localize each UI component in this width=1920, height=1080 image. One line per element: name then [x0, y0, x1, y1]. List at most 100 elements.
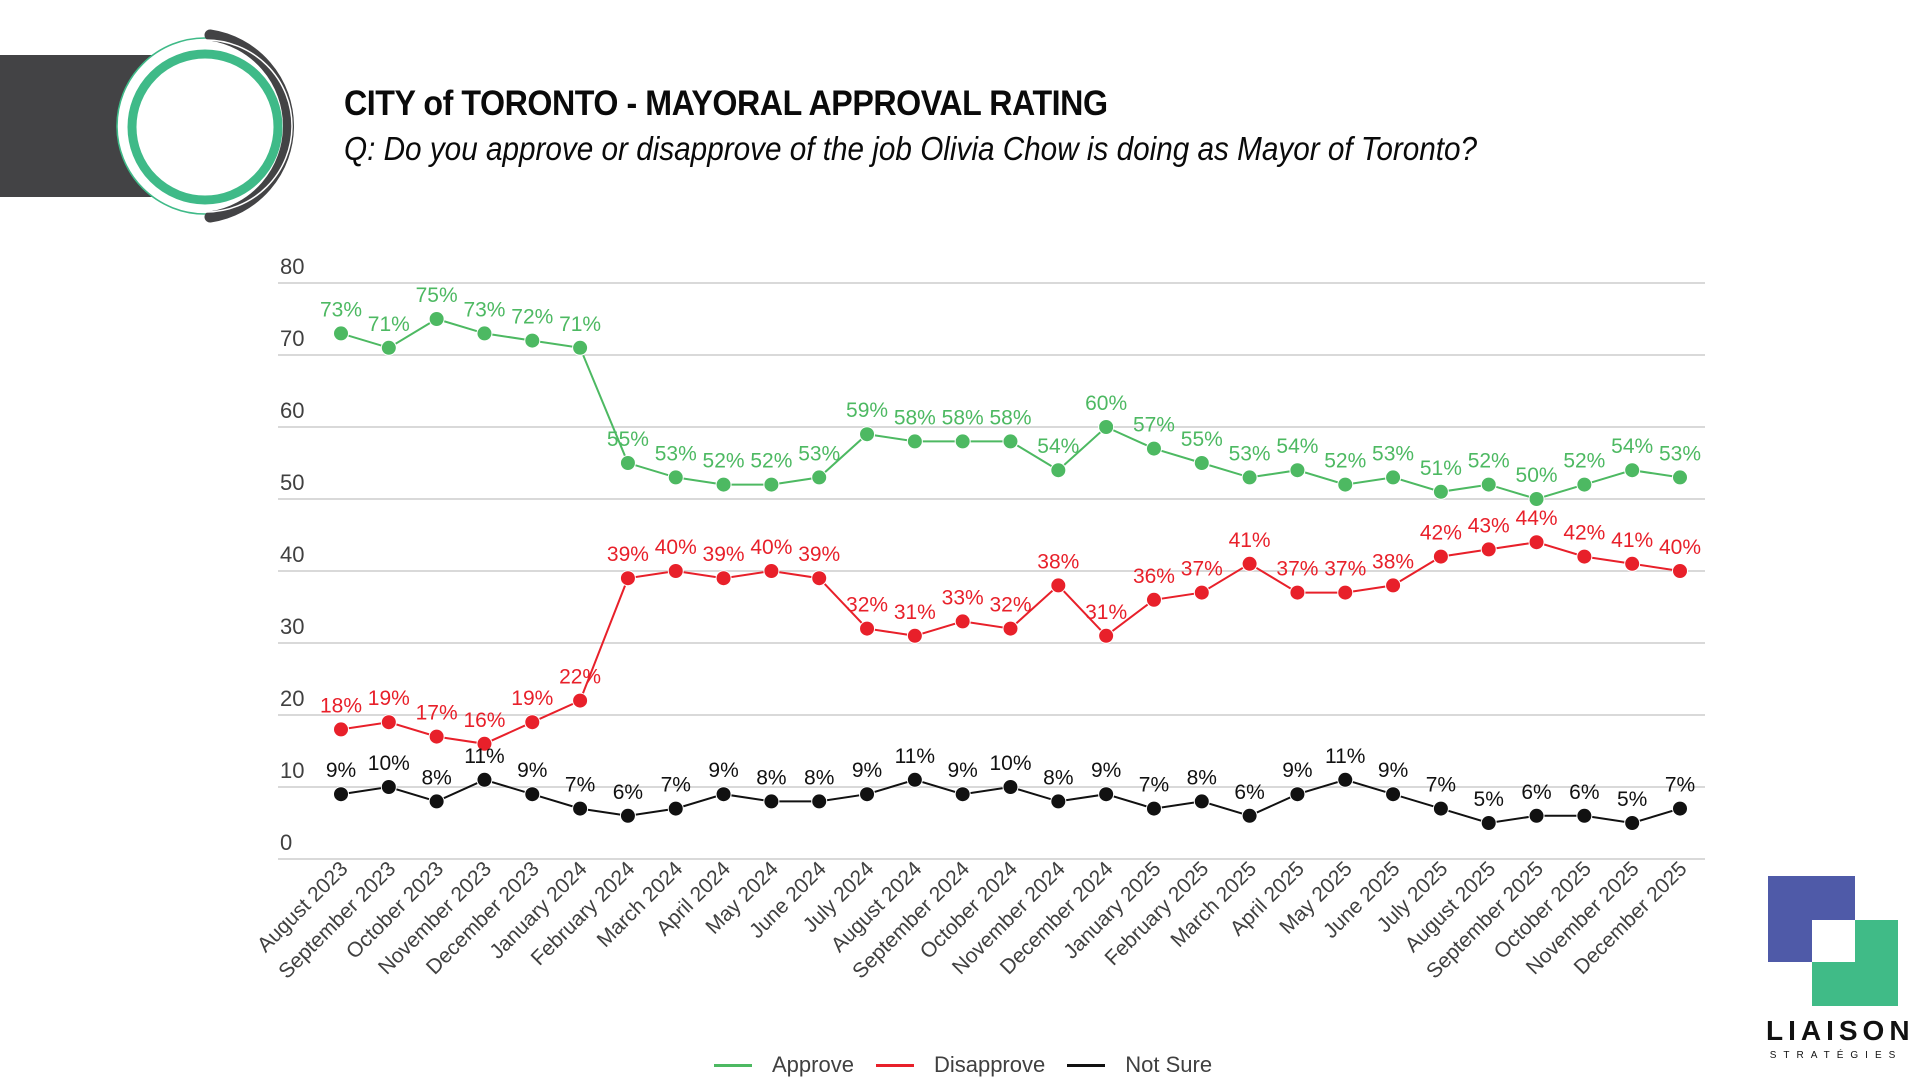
data-label-disapprove: 19% [511, 687, 553, 710]
logo-green-ring [127, 49, 283, 205]
data-label-not-sure: 9% [517, 759, 547, 782]
data-label-disapprove: 18% [320, 694, 362, 717]
data-label-disapprove: 31% [1085, 601, 1127, 624]
data-point-not-sure [1672, 800, 1688, 817]
data-point-not-sure [1624, 815, 1641, 831]
data-label-not-sure: 7% [565, 774, 595, 797]
data-point-not-sure [1050, 793, 1067, 810]
data-point-disapprove [667, 563, 684, 579]
data-label-disapprove: 37% [1324, 558, 1366, 581]
logo-white-arc [205, 39, 293, 213]
data-point-disapprove [811, 570, 828, 587]
data-label-approve: 53% [1659, 442, 1701, 465]
data-point-not-sure [954, 786, 971, 803]
legend-swatch-not-sure [1067, 1063, 1106, 1067]
y-tick-label: 50 [280, 470, 304, 495]
data-label-approve: 52% [1324, 450, 1366, 473]
data-label-approve: 51% [1420, 457, 1462, 480]
data-point-approve [1528, 491, 1545, 507]
data-point-approve [428, 311, 445, 327]
data-point-approve [763, 476, 780, 493]
data-label-not-sure: 11% [464, 745, 504, 768]
data-label-approve: 50% [1516, 464, 1558, 487]
data-point-approve [1002, 433, 1019, 450]
data-label-approve: 73% [463, 298, 505, 321]
data-point-not-sure [1432, 800, 1449, 817]
data-point-approve [1480, 476, 1497, 493]
data-label-disapprove: 39% [798, 543, 840, 566]
data-point-disapprove [1337, 584, 1354, 601]
y-tick-label: 60 [280, 398, 304, 423]
data-point-disapprove [428, 728, 445, 745]
y-axis-ticks: 0 10 20 30 40 50 60 70 80 [280, 254, 304, 855]
data-label-approve: 59% [846, 399, 888, 422]
data-point-approve [476, 325, 493, 342]
logo-white-square [1812, 920, 1855, 962]
data-point-approve [1050, 462, 1067, 479]
data-label-not-sure: 9% [1282, 759, 1312, 782]
data-label-not-sure: 8% [421, 766, 451, 789]
data-point-not-sure [476, 771, 493, 788]
data-label-disapprove: 40% [655, 536, 697, 559]
legend-swatch-approve [714, 1063, 752, 1067]
data-point-disapprove [524, 714, 541, 731]
legend-swatch-disapprove [875, 1063, 914, 1067]
data-point-approve [954, 433, 971, 450]
y-tick-label: 10 [280, 758, 304, 783]
data-label-approve: 60% [1085, 392, 1127, 415]
legend-item-not-sure: Not Sure [1067, 1052, 1212, 1078]
data-point-disapprove [1576, 548, 1593, 565]
data-point-not-sure [906, 771, 923, 788]
data-label-approve: 53% [798, 442, 840, 465]
data-label-approve: 71% [368, 313, 410, 336]
data-point-disapprove [1289, 584, 1306, 601]
data-point-approve [1098, 419, 1115, 435]
logo-dark-arc [204, 29, 294, 223]
data-label-disapprove: 32% [846, 594, 888, 617]
data-label-approve: 52% [1468, 450, 1510, 473]
data-point-disapprove [1624, 555, 1641, 572]
data-label-not-sure: 7% [661, 774, 691, 797]
data-point-approve [1624, 462, 1641, 479]
data-label-disapprove: 19% [368, 687, 410, 710]
data-point-not-sure [1098, 786, 1115, 803]
y-tick-label: 70 [280, 326, 304, 351]
data-label-approve: 52% [703, 450, 745, 473]
data-point-approve [333, 325, 349, 342]
data-label-not-sure: 7% [1426, 774, 1456, 797]
data-label-not-sure: 8% [1187, 766, 1217, 789]
chart-subtitle: Q: Do you approve or disapprove of the j… [344, 130, 1478, 167]
data-point-disapprove [1480, 541, 1497, 558]
data-label-not-sure: 6% [1569, 781, 1599, 804]
data-label-disapprove: 33% [942, 586, 984, 609]
data-point-disapprove [1432, 548, 1449, 565]
data-label-approve: 55% [1181, 428, 1223, 451]
data-label-not-sure: 9% [1091, 759, 1121, 782]
data-point-not-sure [1337, 771, 1354, 788]
series-group: 73%71%75%73% 72% 71%55%53% 52% 52% 53%59% 58% 5… [320, 284, 1701, 831]
data-point-not-sure [1576, 807, 1593, 824]
y-tick-label: 40 [280, 542, 304, 567]
data-point-not-sure [1145, 800, 1162, 817]
data-point-approve [1241, 469, 1258, 486]
data-point-not-sure [1385, 786, 1402, 803]
data-point-disapprove [1528, 534, 1545, 551]
data-label-approve: 54% [1037, 435, 1079, 458]
data-point-not-sure [1528, 807, 1545, 824]
data-point-not-sure [811, 793, 828, 810]
data-label-approve: 58% [894, 406, 936, 429]
gridlines [278, 282, 1705, 860]
data-point-approve [1576, 476, 1593, 493]
data-point-not-sure [572, 800, 589, 817]
y-tick-label: 0 [280, 830, 292, 855]
data-label-disapprove: 40% [1659, 536, 1701, 559]
data-label-disapprove: 36% [1133, 565, 1175, 588]
data-point-not-sure [1480, 815, 1497, 831]
data-label-disapprove: 32% [989, 594, 1031, 617]
brand-name: LIAISON [1766, 1015, 1915, 1046]
data-point-disapprove [333, 721, 349, 738]
data-label-not-sure: 8% [756, 766, 786, 789]
data-point-not-sure [1289, 786, 1306, 803]
data-label-approve: 53% [1372, 442, 1414, 465]
